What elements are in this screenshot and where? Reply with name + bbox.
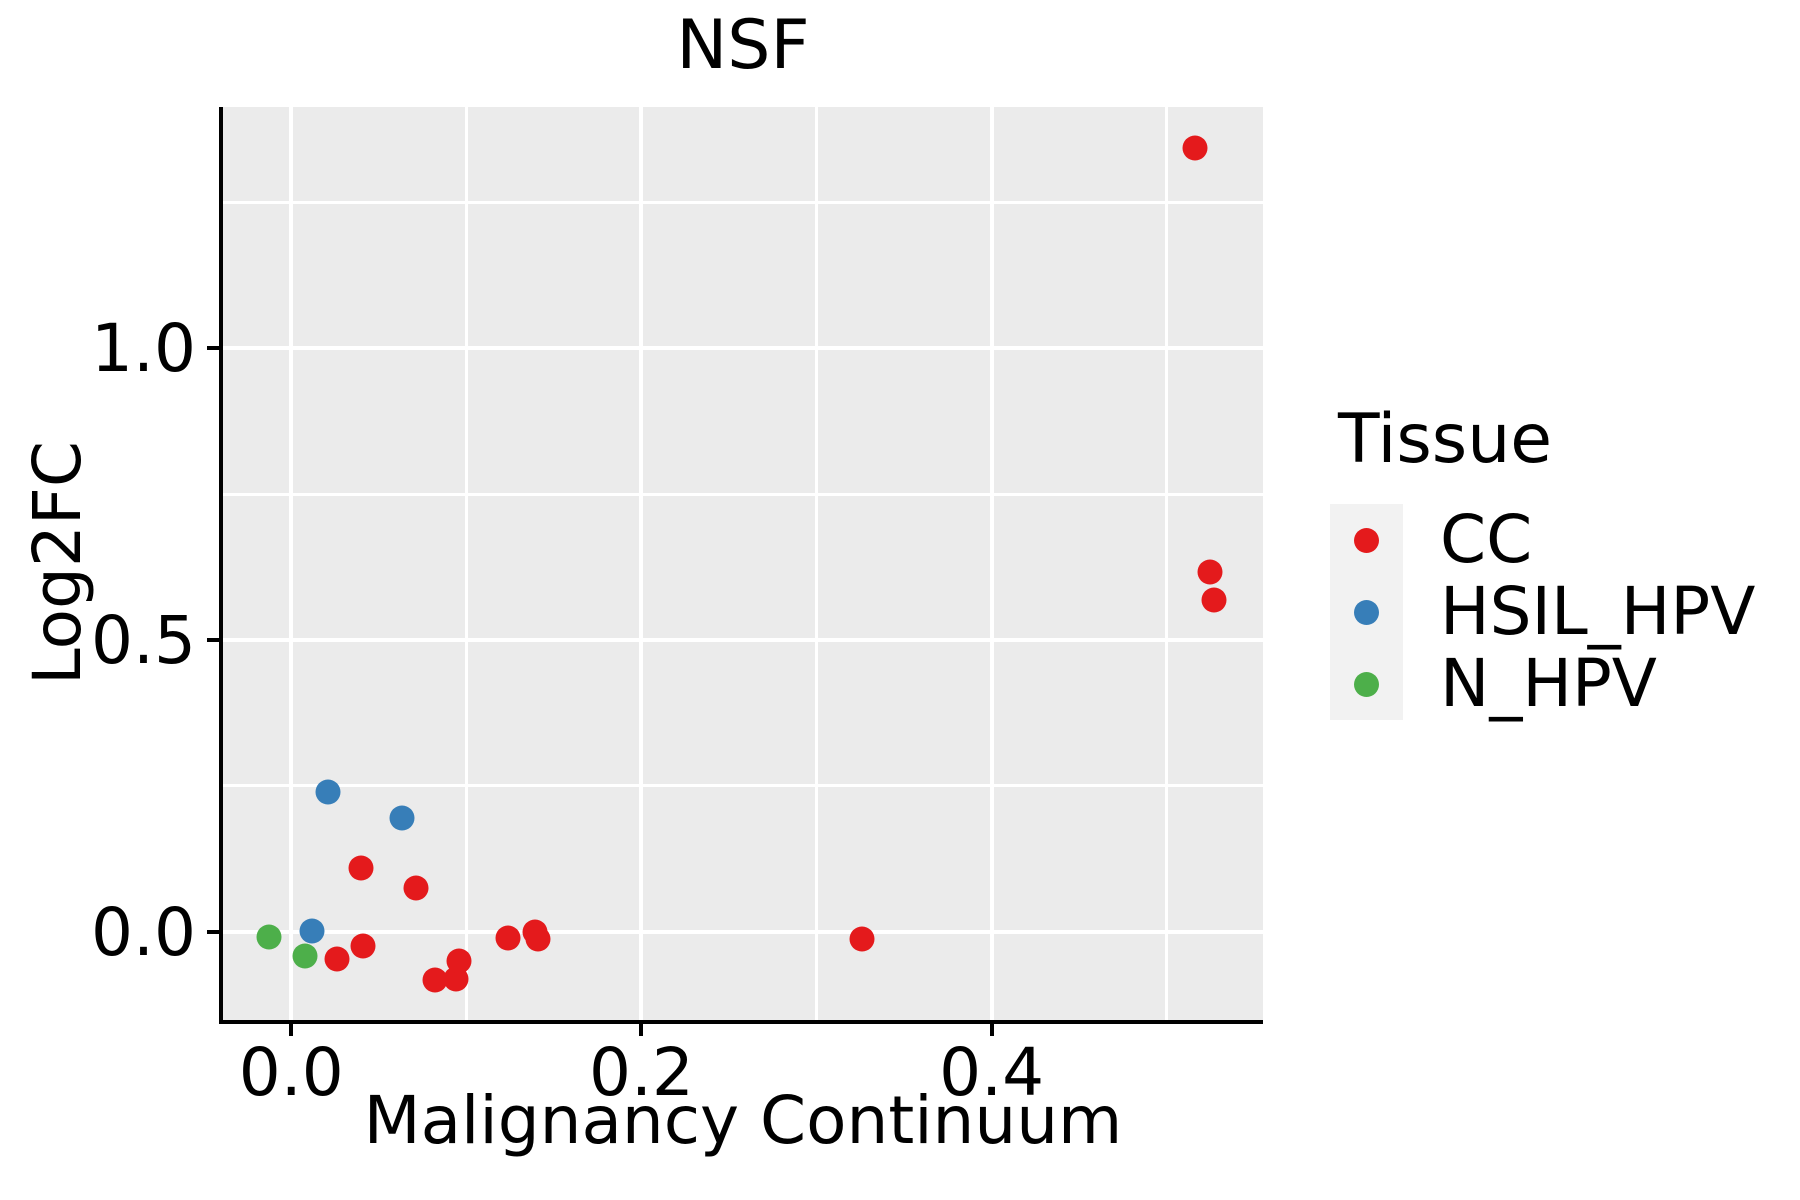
x-tick-label: 0.2 — [588, 1034, 694, 1111]
data-point-HSIL_HPV — [299, 918, 325, 944]
major-gridline-y — [223, 346, 1263, 351]
major-gridline-x — [989, 107, 994, 1020]
data-point-CC — [525, 926, 551, 952]
legend-label: HSIL_HPV — [1440, 573, 1756, 650]
legend-label: N_HPV — [1440, 645, 1657, 722]
legend-dot-HSIL_HPV — [1354, 599, 1379, 625]
x-tick-label: 0.4 — [939, 1034, 1045, 1111]
data-point-CC — [1201, 587, 1227, 613]
minor-gridline-y — [223, 200, 1263, 204]
major-gridline-y — [223, 637, 1263, 642]
data-point-CC — [350, 933, 376, 959]
data-point-HSIL_HPV — [389, 805, 415, 831]
x-tick-label: 0.0 — [238, 1034, 344, 1111]
legend-item-CC: CC — [1330, 504, 1755, 576]
minor-gridline-x — [464, 107, 468, 1020]
chart-title: NSF — [676, 6, 810, 85]
x-tick — [989, 1024, 994, 1036]
data-point-CC — [403, 875, 429, 901]
plot-panel — [223, 107, 1263, 1020]
major-gridline-x — [639, 107, 644, 1020]
data-point-N_HPV — [256, 924, 282, 950]
legend-key — [1330, 576, 1403, 648]
y-tick-label: 0.0 — [91, 893, 196, 971]
y-axis-spine — [219, 107, 223, 1024]
data-point-CC — [495, 925, 521, 951]
y-tick — [207, 929, 219, 934]
y-tick — [207, 637, 219, 642]
data-point-HSIL_HPV — [315, 779, 341, 805]
x-tick — [289, 1024, 294, 1036]
x-axis-spine — [219, 1020, 1263, 1024]
data-point-CC — [1197, 559, 1223, 585]
minor-gridline-y — [223, 492, 1263, 496]
minor-gridline-x — [815, 107, 819, 1020]
data-point-CC — [422, 967, 448, 993]
major-gridline-y — [223, 929, 1263, 934]
legend-key — [1330, 504, 1403, 576]
legend-dot-N_HPV — [1354, 671, 1379, 697]
legend-rows: CC HSIL_HPV N_HPV — [1330, 504, 1755, 720]
legend: Tissue CC HSIL_HPV N_HPV — [1330, 404, 1755, 720]
x-tick — [639, 1024, 644, 1036]
legend-dot-CC — [1354, 527, 1379, 553]
y-tick-label: 0.5 — [91, 601, 196, 679]
minor-gridline-x — [1165, 107, 1169, 1020]
legend-item-HSIL_HPV: HSIL_HPV — [1330, 576, 1755, 648]
legend-title: Tissue — [1338, 400, 1553, 479]
data-point-CC — [446, 948, 472, 974]
y-tick-label: 1.0 — [91, 310, 196, 388]
legend-key — [1330, 648, 1403, 720]
data-point-CC — [849, 926, 875, 952]
x-axis-title: Malignancy Continuum — [363, 1082, 1123, 1159]
y-tick — [207, 346, 219, 351]
major-gridline-x — [289, 107, 294, 1020]
data-point-CC — [1182, 135, 1208, 161]
data-point-CC — [324, 946, 350, 972]
legend-item-N_HPV: N_HPV — [1330, 648, 1755, 720]
minor-gridline-y — [223, 784, 1263, 788]
data-point-N_HPV — [292, 943, 318, 969]
data-point-CC — [348, 855, 374, 881]
legend-label: CC — [1440, 501, 1533, 578]
